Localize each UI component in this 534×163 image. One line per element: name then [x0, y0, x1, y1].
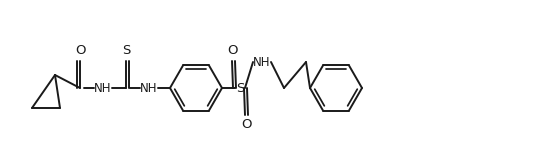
Text: O: O — [75, 44, 85, 58]
Text: NH: NH — [94, 82, 112, 96]
Text: NH: NH — [140, 82, 158, 96]
Text: O: O — [227, 44, 238, 58]
Text: O: O — [242, 119, 252, 132]
Text: S: S — [122, 44, 130, 58]
Text: NH: NH — [253, 55, 271, 68]
Text: S: S — [236, 82, 244, 95]
